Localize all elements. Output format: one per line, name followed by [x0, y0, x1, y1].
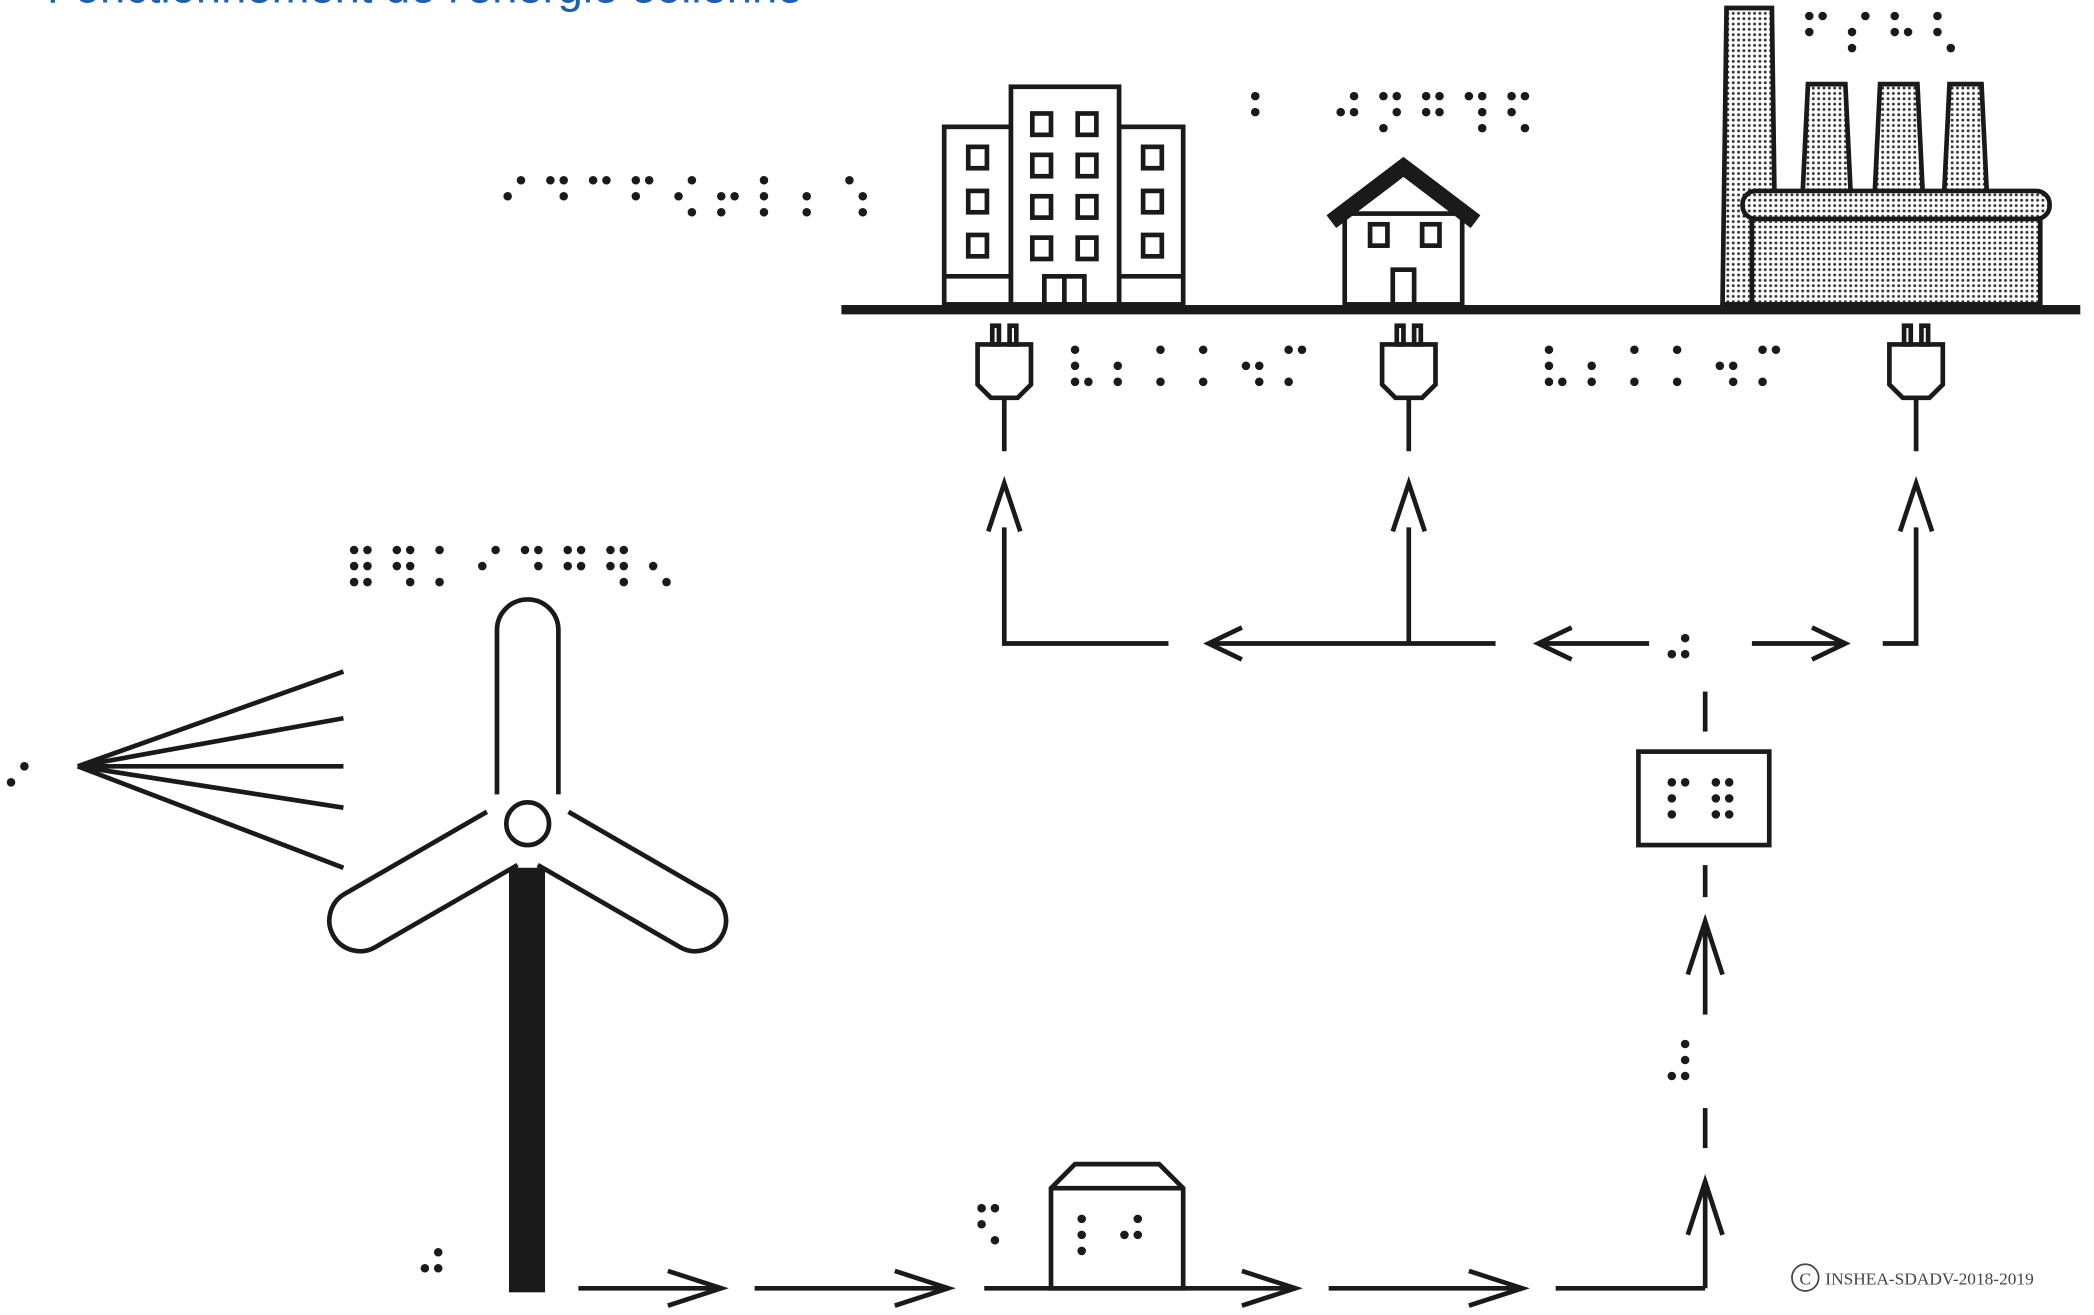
braille-cell: [421, 1248, 443, 1273]
braille-cell: [1933, 12, 1955, 53]
braille-cell: [1668, 1040, 1690, 1081]
braille-cell: [977, 1204, 999, 1245]
braille-cell: [393, 546, 415, 587]
braille-cell: [1587, 362, 1596, 387]
plug: [1382, 326, 1435, 532]
braille-cell: [521, 546, 543, 571]
house: [1331, 167, 1475, 305]
factory: [1723, 8, 2050, 304]
braille-cell: [1199, 346, 1208, 387]
plugs: [978, 326, 1943, 532]
braille-cell: [1890, 12, 1912, 37]
braille-cell: [1071, 346, 1093, 387]
copyright-mark: C: [1800, 1269, 1812, 1288]
braille-cell: [632, 176, 654, 201]
braille-cell: [1630, 346, 1639, 387]
braille-cell: [435, 546, 444, 587]
plug: [1889, 326, 1942, 532]
braille-cell: [760, 176, 769, 217]
page: Fonctionnement de l'énergie éolienne: [0, 0, 2094, 1315]
braille-cell: [1251, 92, 1260, 117]
braille-cell: [478, 546, 500, 571]
wind-turbine: [318, 599, 737, 1292]
braille-cell: [546, 176, 568, 201]
braille-cell: [717, 192, 739, 217]
braille-cell: [503, 176, 525, 201]
braille-cell: [1716, 362, 1738, 387]
braille-cell: [674, 176, 696, 217]
braille-cell: [649, 562, 671, 587]
copyright: INSHEA-SDADV-2018-2019: [1825, 1269, 2033, 1288]
buildings: [944, 87, 1183, 305]
braille-cell: [1077, 1215, 1086, 1256]
diagram: Fonctionnement de l'énergie éolienne: [0, 0, 2094, 1315]
braille-cell: [1336, 92, 1358, 117]
braille-cell: [1113, 362, 1122, 387]
braille-cell: [589, 176, 611, 185]
title: Fonctionnement de l'énergie éolienne: [47, 0, 802, 13]
braille-cell: [350, 546, 372, 587]
braille-cell: [1422, 92, 1444, 117]
braille-cell: [1805, 12, 1827, 37]
braille-cell: [1156, 346, 1165, 387]
braille-cell: [606, 546, 628, 587]
braille-cell: [1545, 346, 1567, 387]
braille-cell: [1284, 346, 1306, 387]
plug: [978, 326, 1031, 532]
braille-cell: [1848, 12, 1870, 53]
braille-cell: [7, 762, 29, 787]
braille-cell: [1465, 92, 1487, 133]
braille-cell: [1673, 346, 1682, 387]
braille-cell: [802, 192, 811, 217]
braille-cell: [1242, 362, 1264, 387]
braille-cell: [1379, 92, 1401, 133]
braille-cell: [1507, 92, 1529, 133]
braille-cell: [1668, 634, 1690, 659]
wind: [78, 672, 344, 868]
braille-cell: [1758, 346, 1780, 387]
braille-cell: [845, 176, 867, 217]
braille-cell: [563, 546, 585, 571]
